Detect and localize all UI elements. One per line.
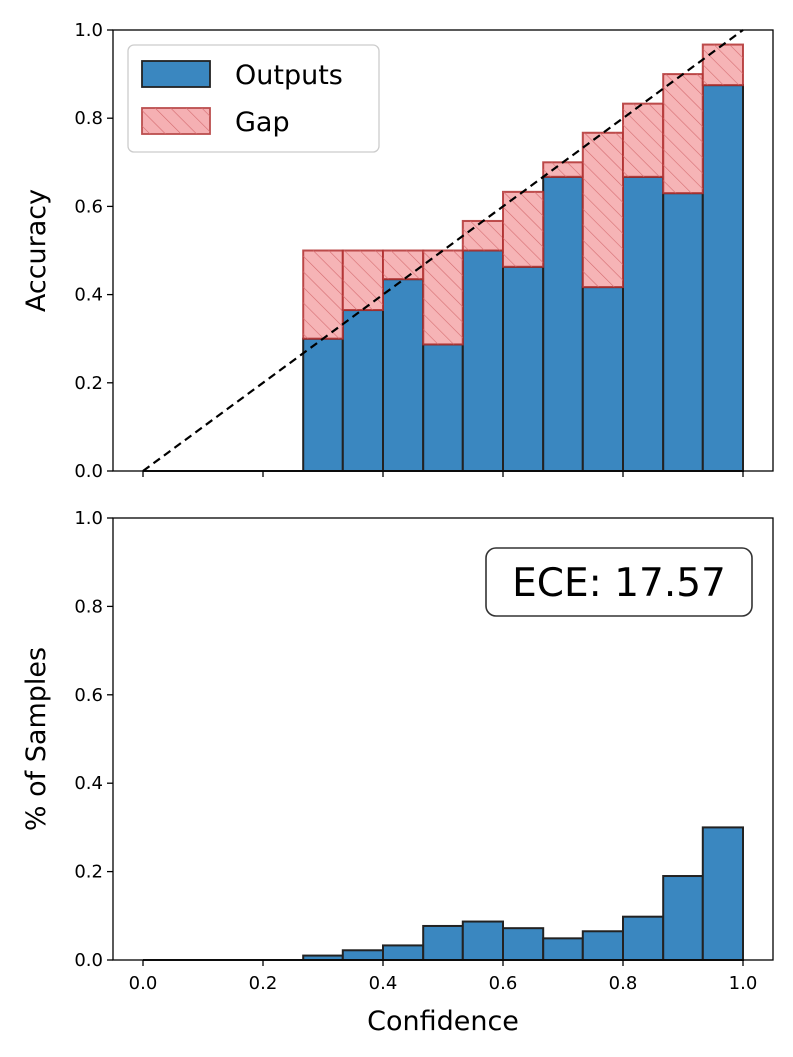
y-tick-label: 0.0 bbox=[74, 950, 103, 971]
y-tick-label: 0.8 bbox=[74, 596, 103, 617]
histogram-bar bbox=[382, 944, 425, 962]
confidence-histogram-panel: 0.0 0.2 0.4 0.6 0.8 1.0 0.0 0.2 0.4 0.6 0.8 1.0 % … bbox=[21, 508, 774, 1037]
gap-bar-hatch bbox=[503, 191, 544, 267]
reliability-x-ticks bbox=[142, 471, 744, 477]
y-tick-label: 0.8 bbox=[74, 108, 103, 129]
y-tick-label: 0.0 bbox=[74, 461, 103, 482]
perfect-calibration-line bbox=[142, 29, 744, 472]
legend-swatch-outputs bbox=[141, 60, 211, 88]
histogram-bar bbox=[662, 875, 704, 962]
y-tick-label: 0.6 bbox=[74, 685, 103, 706]
outputs-bar bbox=[662, 192, 704, 472]
y-tick-label: 1.0 bbox=[74, 20, 103, 41]
y-tick-label: 0.4 bbox=[74, 773, 103, 794]
histogram-bar bbox=[701, 826, 744, 962]
x-tick-label: 0.8 bbox=[609, 973, 638, 994]
histogram-y-axis-label: % of Samples bbox=[21, 647, 52, 831]
histogram-y-ticks: 0.0 0.2 0.4 0.6 0.8 1.0 bbox=[74, 508, 113, 971]
outputs-bar bbox=[422, 343, 464, 473]
legend-swatch-gap-hatch bbox=[142, 108, 210, 134]
histogram-bar bbox=[622, 915, 665, 962]
outputs-bar bbox=[302, 337, 344, 473]
gap-bar-hatch bbox=[342, 250, 383, 311]
outputs-bar bbox=[581, 286, 624, 472]
histogram-plot-frame bbox=[112, 517, 774, 961]
histogram-bar bbox=[502, 927, 545, 962]
gap-bar-hatch bbox=[303, 250, 343, 339]
outputs-bar bbox=[622, 175, 665, 472]
outputs-bar bbox=[382, 278, 425, 473]
outputs-bar bbox=[502, 265, 545, 472]
x-tick-label: 0.4 bbox=[369, 973, 398, 994]
outputs-bar bbox=[461, 249, 504, 472]
y-tick-label: 0.2 bbox=[74, 862, 103, 883]
reliability-y-axis-label: Accuracy bbox=[21, 189, 52, 312]
reliability-bars bbox=[143, 43, 744, 473]
histogram-bar bbox=[461, 920, 504, 962]
histogram-bar bbox=[581, 930, 624, 962]
gap-bar-hatch bbox=[663, 74, 703, 194]
x-tick-label: 0.2 bbox=[249, 973, 278, 994]
histogram-bar bbox=[302, 954, 344, 962]
reliability-plot-frame bbox=[112, 29, 774, 472]
legend-label-gap: Gap bbox=[235, 107, 290, 138]
ece-box bbox=[485, 547, 753, 617]
histogram-bar bbox=[341, 949, 384, 962]
gap-bar-hatch bbox=[623, 103, 664, 177]
gap-bar-hatch bbox=[383, 250, 424, 280]
x-tick-label: 0.0 bbox=[129, 973, 158, 994]
x-tick-label: 1.0 bbox=[729, 973, 758, 994]
histogram-bars bbox=[143, 826, 744, 962]
y-tick-label: 0.6 bbox=[74, 196, 103, 217]
outputs-bar bbox=[341, 309, 384, 472]
gap-bar-hatch bbox=[582, 132, 623, 288]
y-tick-label: 0.2 bbox=[74, 373, 103, 394]
y-tick-label: 0.4 bbox=[74, 285, 103, 306]
gap-bar-hatch bbox=[462, 220, 503, 251]
ece-value: ECE: 17.57 bbox=[512, 561, 726, 606]
reliability-y-ticks: 0.0 0.2 0.4 0.6 0.8 1.0 bbox=[74, 20, 113, 482]
x-tick-label: 0.6 bbox=[489, 973, 518, 994]
gap-bar-hatch bbox=[702, 44, 743, 86]
reliability-diagram-panel: 0.0 0.2 0.4 0.6 0.8 1.0 Accuracy Outputs Gap bbox=[21, 20, 774, 482]
y-tick-label: 1.0 bbox=[74, 508, 103, 529]
outputs-bar bbox=[701, 84, 744, 472]
legend: Outputs Gap bbox=[127, 44, 380, 153]
gap-bar-hatch bbox=[543, 162, 583, 177]
histogram-x-axis-label: Confidence bbox=[367, 1006, 519, 1037]
histogram-x-ticks: 0.0 0.2 0.4 0.6 0.8 1.0 bbox=[129, 960, 758, 994]
outputs-bar bbox=[542, 175, 584, 472]
histogram-bar bbox=[422, 924, 464, 962]
ece-annotation: ECE: 17.57 bbox=[485, 547, 753, 617]
gap-bar-hatch bbox=[423, 250, 463, 345]
histogram-bar bbox=[542, 937, 584, 961]
legend-label-outputs: Outputs bbox=[235, 60, 343, 91]
